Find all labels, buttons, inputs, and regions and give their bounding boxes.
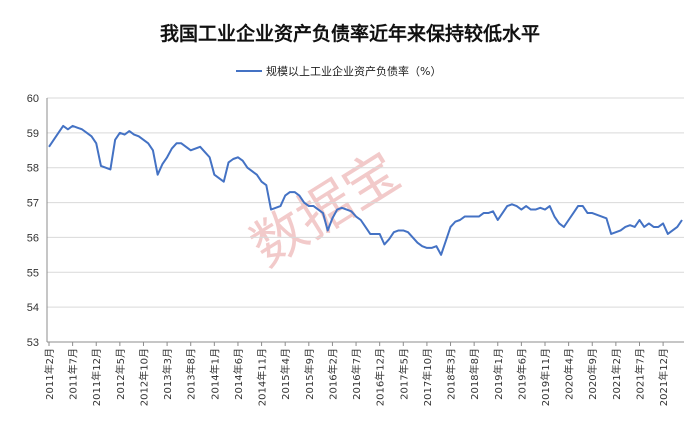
x-tick-label: 2016年12月 <box>374 348 387 406</box>
x-tick-label: 2011年2月 <box>43 348 56 400</box>
x-tick-label: 2016年2月 <box>326 348 339 400</box>
y-tick-label: 54 <box>27 302 39 314</box>
x-tick-label: 2014年1月 <box>208 348 221 400</box>
y-tick-label: 57 <box>27 198 39 210</box>
x-axis: 2011年2月 2011年7月 2011年12月 2012年5月 2012年10月 201… <box>43 341 684 406</box>
x-tick-label: 2013年8月 <box>185 348 198 400</box>
x-tick-label: 2021年2月 <box>610 348 623 400</box>
x-tick-label: 2018年8月 <box>468 348 481 400</box>
series-line <box>48 124 683 256</box>
x-tick-label: 2018年3月 <box>445 348 458 400</box>
x-tick-label: 2021年12月 <box>657 348 670 406</box>
y-tick-label: 60 <box>27 93 39 105</box>
y-tick-label: 55 <box>27 267 39 279</box>
x-tick-label: 2017年10月 <box>421 348 434 406</box>
x-tick-label: 2019年1月 <box>492 348 505 400</box>
chart-title: 我国工业企业资产负债率近年来保持较低水平 <box>160 22 540 45</box>
legend: 规模以上工业企业资产负债率（%） <box>236 64 441 78</box>
y-tick-label: 56 <box>27 232 39 244</box>
x-tick-label: 2019年11月 <box>539 348 552 406</box>
legend-label: 规模以上工业企业资产负债率（%） <box>266 64 441 78</box>
x-tick-label: 2015年9月 <box>303 348 316 400</box>
y-tick-label: 58 <box>27 163 39 175</box>
gridlines <box>47 97 684 343</box>
x-tick-label: 2015年4月 <box>279 348 292 400</box>
x-tick-label: 2014年11月 <box>256 348 269 406</box>
x-tick-label: 2012年5月 <box>114 348 127 400</box>
y-axis: 53 54 55 56 57 58 59 60 <box>27 93 48 349</box>
x-tick-label: 2012年10月 <box>137 348 150 406</box>
x-tick-label: 2020年9月 <box>586 348 599 400</box>
x-tick-label: 2020年4月 <box>563 348 576 400</box>
series-group <box>48 124 683 256</box>
x-tick-label: 2011年7月 <box>67 348 80 400</box>
x-tick-label: 2011年12月 <box>90 348 103 406</box>
x-tick-label: 2019年6月 <box>515 348 528 400</box>
y-tick-label: 53 <box>27 337 39 349</box>
x-tick-label: 2017年5月 <box>397 348 410 400</box>
y-tick-label: 59 <box>27 128 39 140</box>
x-tick-label: 2014年6月 <box>232 348 245 400</box>
x-tick-label: 2013年3月 <box>161 348 174 400</box>
x-tick-label: 2016年7月 <box>350 348 363 400</box>
x-tick-label: 2021年7月 <box>633 348 646 400</box>
